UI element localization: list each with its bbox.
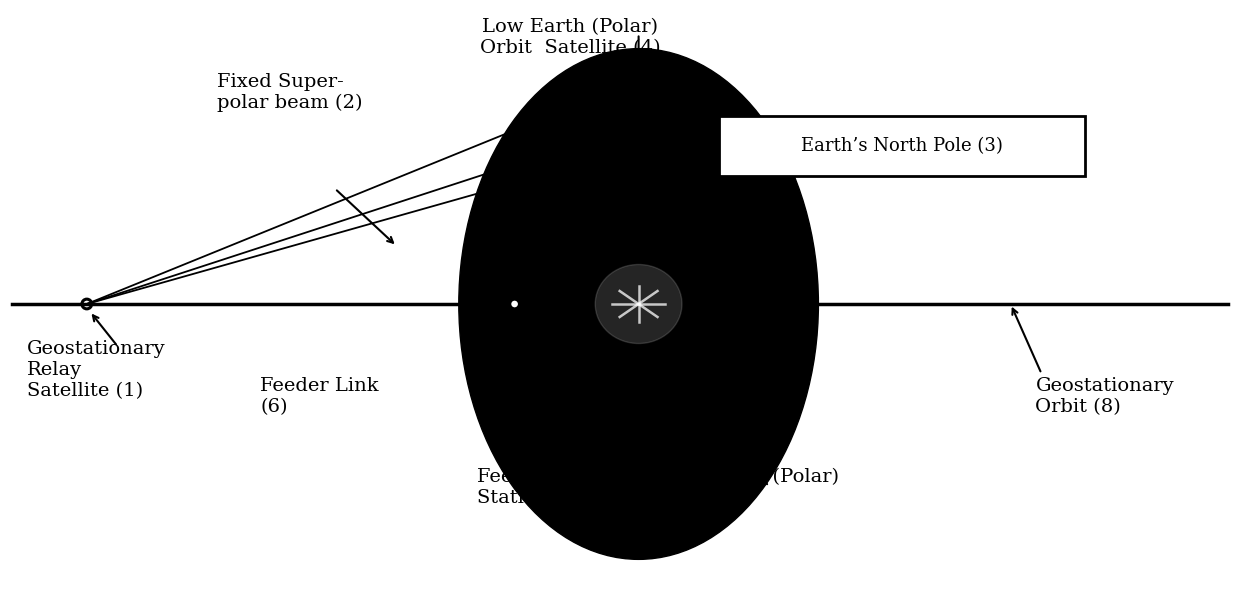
Ellipse shape <box>459 49 818 559</box>
Text: Geostationary
Orbit (8): Geostationary Orbit (8) <box>1035 377 1174 416</box>
Ellipse shape <box>595 264 682 344</box>
Ellipse shape <box>510 299 520 309</box>
Ellipse shape <box>629 91 649 110</box>
Text: Low Earth (Polar)
Orbit (7): Low Earth (Polar) Orbit (7) <box>663 468 839 507</box>
Text: Earth’s North Pole (3): Earth’s North Pole (3) <box>801 137 1003 155</box>
Text: Low Earth (Polar)
Orbit  Satellite (4): Low Earth (Polar) Orbit Satellite (4) <box>480 18 661 57</box>
FancyBboxPatch shape <box>719 116 1085 176</box>
Text: Geostationary
Relay
Satellite (1): Geostationary Relay Satellite (1) <box>27 340 166 400</box>
Text: Feeder Earth
Station (5): Feeder Earth Station (5) <box>477 468 608 507</box>
Text: Feeder Link
(6): Feeder Link (6) <box>260 377 379 416</box>
Text: Fixed Super-
polar beam (2): Fixed Super- polar beam (2) <box>217 73 362 112</box>
